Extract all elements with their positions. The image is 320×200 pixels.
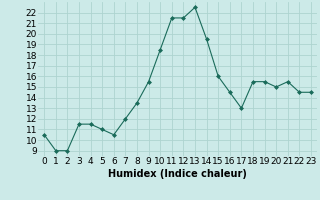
- X-axis label: Humidex (Indice chaleur): Humidex (Indice chaleur): [108, 169, 247, 179]
